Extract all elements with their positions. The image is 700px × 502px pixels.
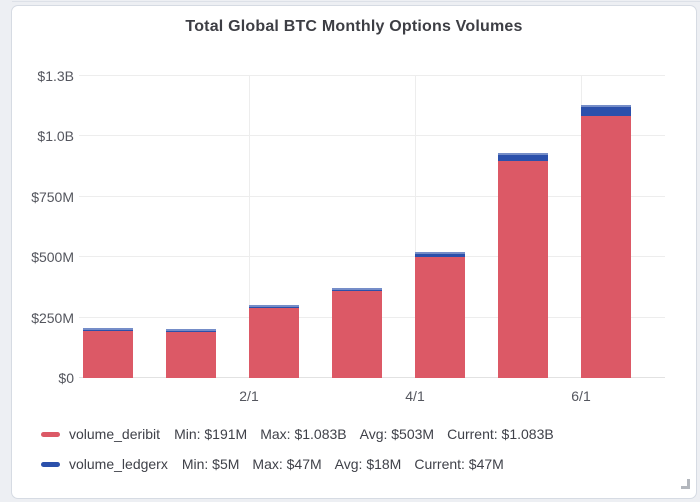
- adjacent-panel-edge: [12, 1, 700, 2]
- bar-segment-volume_deribit-6/1[interactable]: [581, 115, 631, 378]
- gridline-y-1000: [79, 135, 665, 136]
- bar-segment-volume_deribit-2/1[interactable]: [249, 307, 299, 378]
- series-swatch-deribit-icon[interactable]: [41, 431, 60, 437]
- series-min-ledgerx: Min: $5M: [181, 456, 240, 472]
- y-tick-label: $1.3B: [37, 67, 74, 84]
- chart-panel: Total Global BTC Monthly Options Volumes…: [11, 5, 697, 499]
- panel-resize-handle-icon[interactable]: [681, 479, 690, 489]
- y-axis-labels: $0 $250M $500M $750M $1.0B $1.3B: [12, 60, 74, 387]
- bar-segment-volume_ledgerx-5/1[interactable]: [498, 152, 548, 162]
- x-tick-label: 6/1: [571, 388, 591, 404]
- x-tick-label: 2/1: [239, 388, 259, 404]
- series-max-ledgerx: Max: $47M: [252, 456, 322, 472]
- y-tick-label: $750M: [31, 188, 74, 205]
- y-tick-label: $0: [58, 370, 74, 386]
- gridline-x-2/1: [249, 75, 250, 378]
- bar-segment-volume_ledgerx-6/1[interactable]: [581, 104, 631, 116]
- legend-row-volume-ledgerx: volume_ledgerx Min: $5M Max: $47M Avg: $…: [41, 454, 567, 474]
- series-avg-deribit: Avg: $503M: [359, 426, 435, 442]
- y-tick-label: $500M: [31, 249, 74, 265]
- bar-segment-volume_ledgerx-3/1[interactable]: [332, 288, 382, 291]
- bar-segment-volume_ledgerx-1/1[interactable]: [166, 329, 216, 332]
- x-axis-labels: 2/1 4/1 6/1: [12, 388, 696, 406]
- bar-segment-volume_deribit-3/1[interactable]: [332, 290, 382, 378]
- y-tick-label: $250M: [31, 309, 74, 326]
- series-max-deribit: Max: $1.083B: [260, 426, 347, 442]
- bar-segment-volume_deribit-12/1[interactable]: [83, 330, 133, 378]
- x-tick-label: 4/1: [405, 388, 425, 404]
- bar-segment-volume_ledgerx-12/1[interactable]: [83, 328, 133, 331]
- gridline-x-4/1: [415, 75, 416, 378]
- series-current-ledgerx: Current: $47M: [414, 456, 504, 472]
- bar-segment-volume_deribit-4/1[interactable]: [415, 256, 465, 378]
- legend-row-volume-deribit: volume_deribit Min: $191M Max: $1.083B A…: [41, 424, 567, 444]
- gridline-y-1250: [79, 74, 665, 76]
- bar-chart-plot: [79, 60, 665, 378]
- y-tick-label: $1.0B: [37, 128, 74, 144]
- series-min-deribit: Min: $191M: [174, 426, 248, 442]
- bar-segment-volume_deribit-5/1[interactable]: [498, 161, 548, 378]
- series-current-deribit: Current: $1.083B: [447, 426, 554, 442]
- panel-title: Total Global BTC Monthly Options Volumes: [185, 18, 523, 35]
- chart-legend: volume_deribit Min: $191M Max: $1.083B A…: [41, 424, 567, 484]
- series-name-ledgerx[interactable]: volume_ledgerx: [69, 456, 168, 472]
- bar-segment-volume_ledgerx-2/1[interactable]: [249, 305, 299, 308]
- gridline-y-750: [79, 195, 665, 197]
- bar-segment-volume_ledgerx-4/1[interactable]: [415, 251, 465, 257]
- series-name-deribit[interactable]: volume_deribit: [69, 426, 161, 442]
- series-swatch-ledgerx-icon[interactable]: [41, 461, 60, 467]
- series-avg-ledgerx: Avg: $18M: [334, 456, 402, 472]
- gridline-y-500: [79, 256, 665, 257]
- bar-segment-volume_deribit-1/1[interactable]: [166, 331, 216, 378]
